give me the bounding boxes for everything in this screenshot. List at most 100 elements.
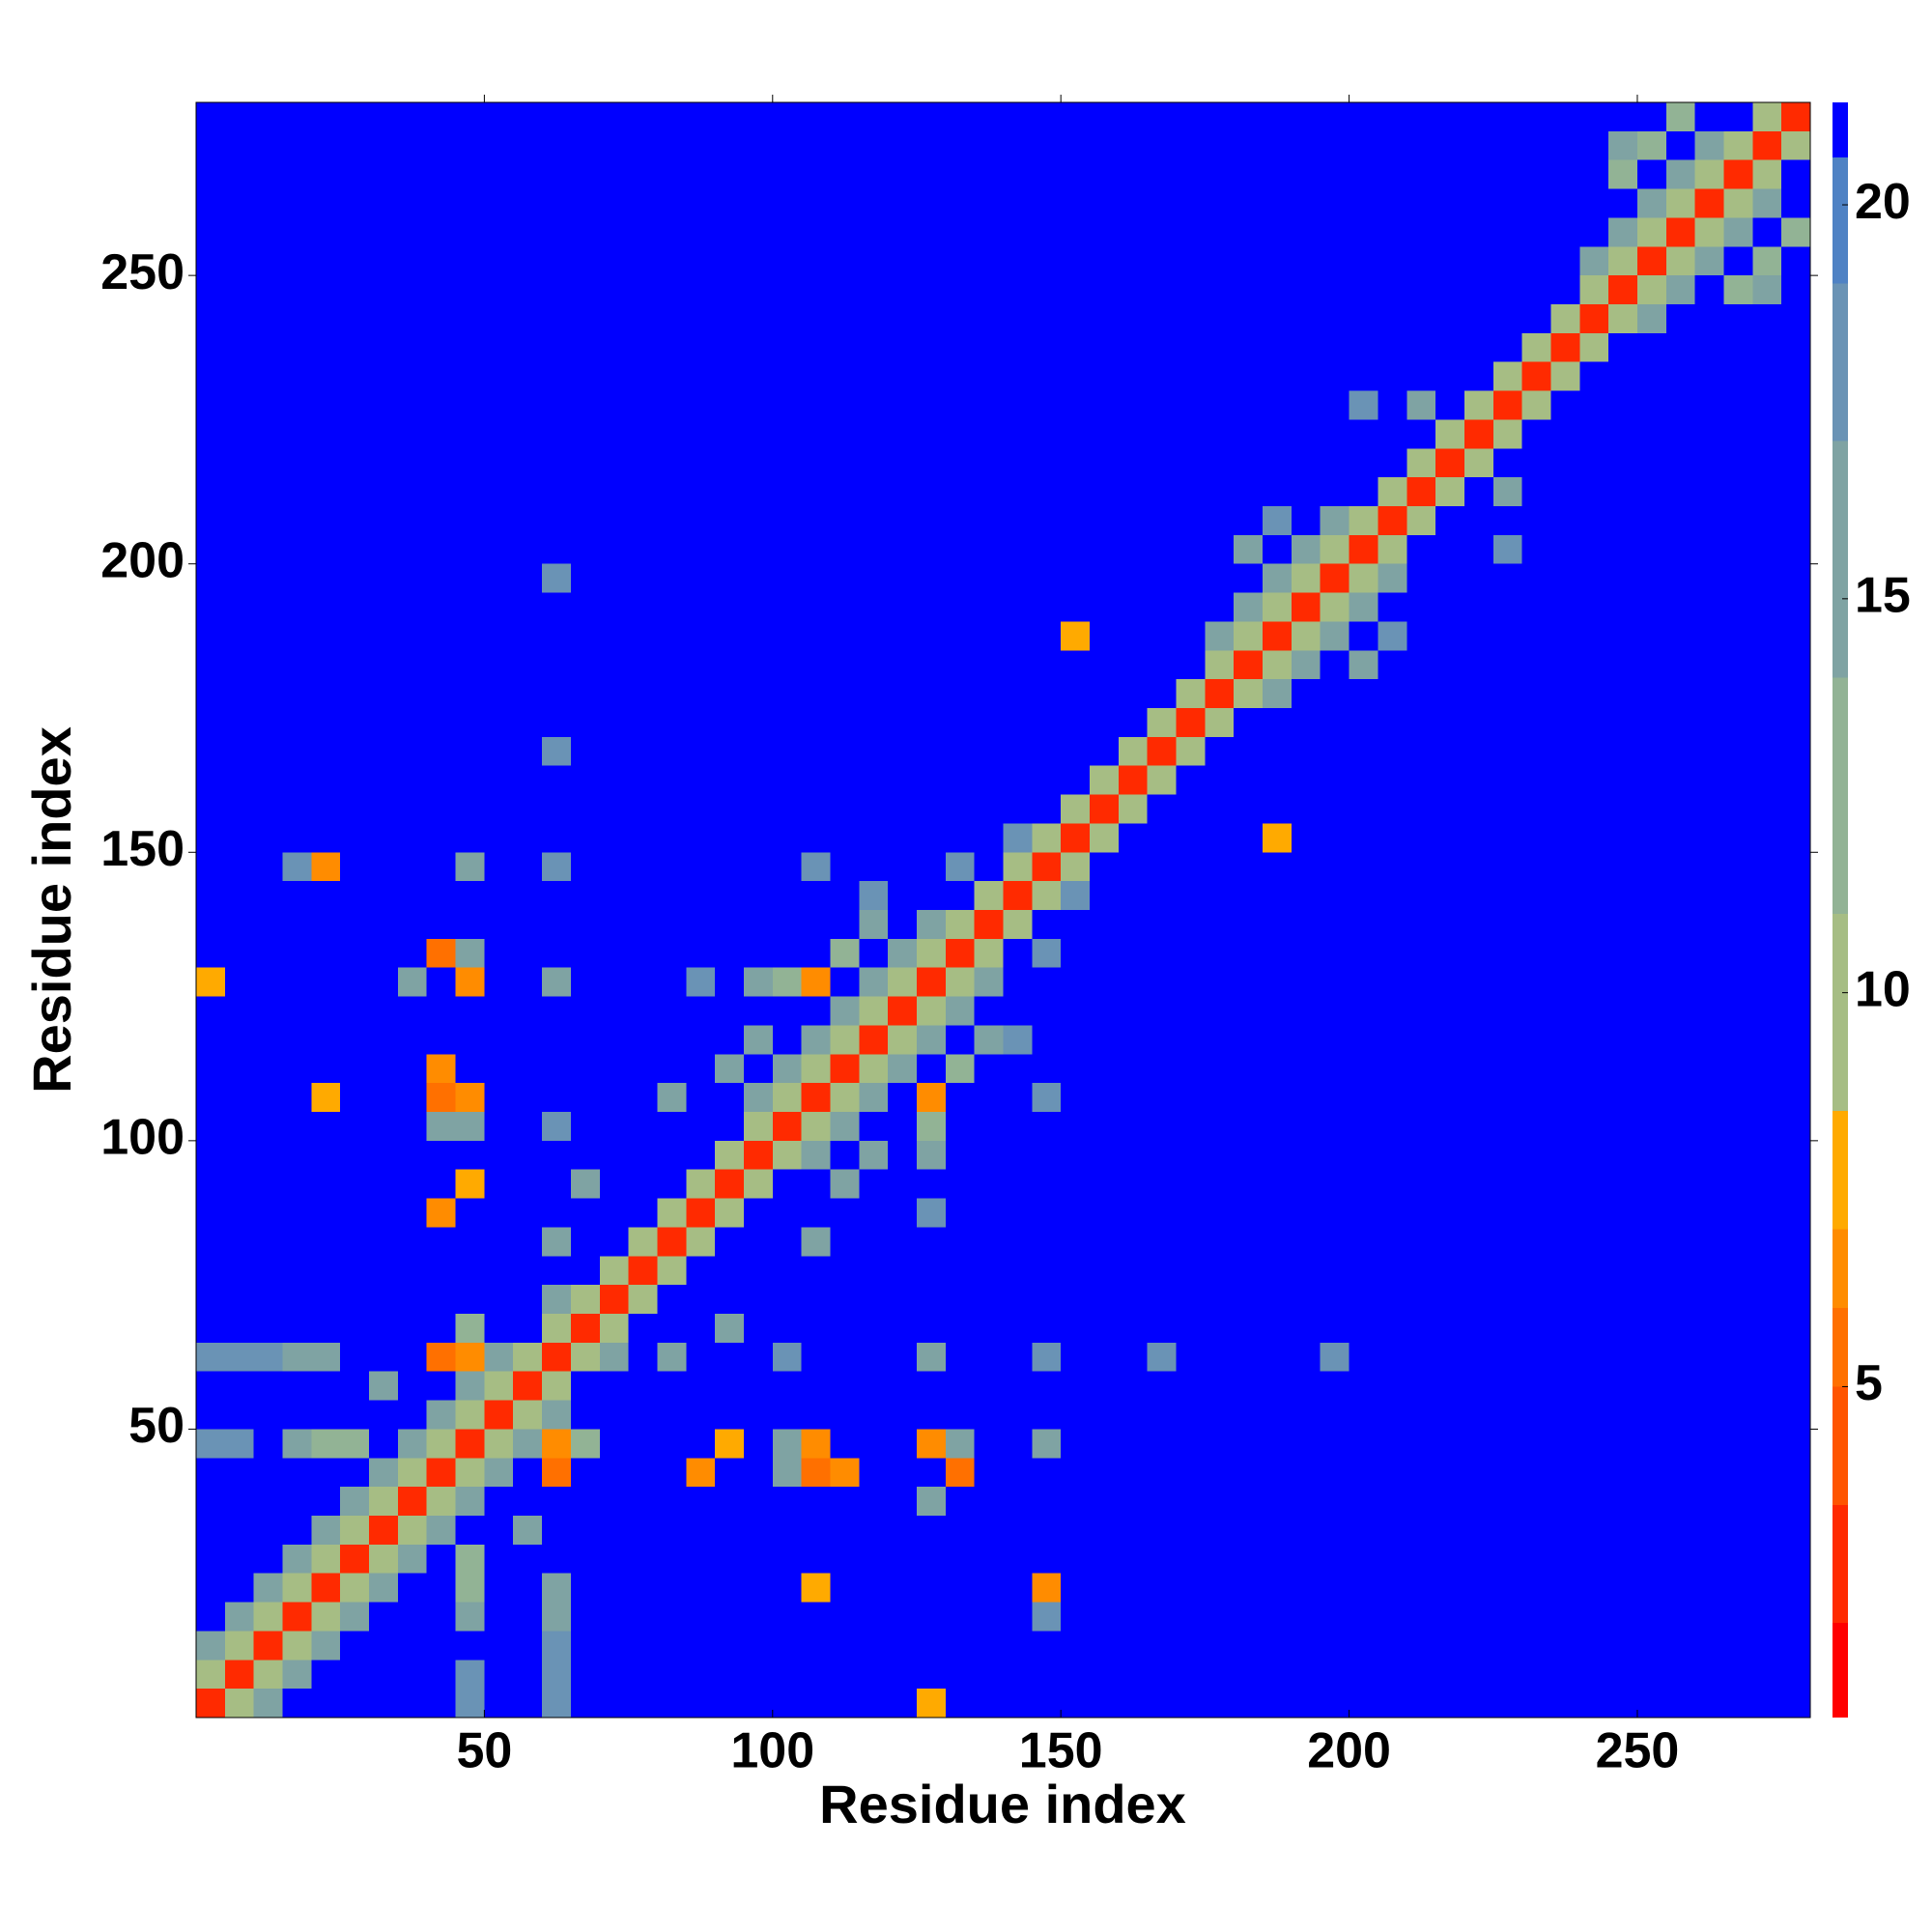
heatmap-cell: [311, 1631, 341, 1661]
heatmap-cell: [311, 852, 341, 882]
heatmap-cell: [1492, 534, 1522, 564]
heatmap-cell: [801, 1458, 831, 1488]
heatmap-cell: [311, 1573, 341, 1603]
heatmap-cell: [542, 1112, 571, 1141]
y-tick-label: 150: [100, 821, 185, 877]
heatmap-cell: [1579, 304, 1609, 333]
heatmap-cell: [916, 1112, 946, 1141]
heatmap-cell: [1608, 275, 1637, 304]
heatmap-cell: [599, 1256, 629, 1286]
heatmap-cell: [455, 1083, 485, 1112]
colorbar-segment: [1833, 1623, 1848, 1718]
heatmap-cell: [369, 1544, 398, 1574]
heatmap-cell: [772, 1342, 802, 1372]
heatmap-cell: [282, 852, 312, 882]
heatmap-cell: [916, 938, 946, 968]
heatmap-cell: [1752, 159, 1782, 189]
heatmap-cell: [426, 938, 456, 968]
heatmap-cell: [772, 1140, 802, 1170]
heatmap-cell: [484, 1458, 514, 1488]
heatmap-cell: [830, 1112, 860, 1141]
heatmap-cell: [1205, 708, 1235, 737]
colorbar-segment: [1833, 1504, 1848, 1624]
heatmap-cell: [830, 996, 860, 1026]
heatmap-cell: [1723, 188, 1753, 218]
heatmap-cell: [801, 1112, 831, 1141]
heatmap-cell: [570, 1169, 600, 1199]
colorbar-segment: [1833, 157, 1848, 284]
heatmap-cell: [397, 967, 427, 997]
heatmap-cell: [1752, 188, 1782, 218]
heatmap-cell: [1752, 102, 1782, 131]
heatmap-cell: [916, 996, 946, 1026]
heatmap-cell: [1061, 621, 1091, 651]
heatmap-cell: [599, 1314, 629, 1343]
heatmap-cell: [1003, 823, 1033, 853]
heatmap-cell: [1636, 188, 1666, 218]
heatmap-cell: [570, 1429, 600, 1459]
heatmap-cell: [1291, 534, 1321, 564]
heatmap-cell: [945, 938, 975, 968]
heatmap-cell: [1320, 534, 1350, 564]
heatmap-cell: [1263, 621, 1292, 651]
heatmap-cell: [628, 1285, 658, 1314]
heatmap-cell: [369, 1458, 398, 1488]
x-tick-label: 100: [730, 1723, 814, 1779]
heatmap-cell: [888, 938, 917, 968]
heatmap-cell: [772, 1083, 802, 1112]
heatmap-cell: [455, 1689, 485, 1718]
heatmap-cell: [916, 910, 946, 939]
heatmap-cell: [1752, 246, 1782, 276]
heatmap-cell: [542, 1631, 571, 1661]
heatmap-cell: [715, 1198, 744, 1228]
heatmap-cell: [369, 1371, 398, 1401]
heatmap-cell: [1435, 477, 1464, 506]
heatmap-cell: [1061, 881, 1091, 910]
heatmap-cell: [282, 1602, 312, 1632]
heatmap-cell: [974, 1025, 1004, 1055]
heatmap-cell: [1291, 621, 1321, 651]
heatmap-cell: [196, 1429, 225, 1459]
heatmap-cell: [196, 1342, 225, 1372]
heatmap-cell: [1694, 246, 1724, 276]
heatmap-cell: [1263, 650, 1292, 680]
heatmap-cell: [801, 1573, 831, 1603]
heatmap-cell: [1147, 1342, 1177, 1372]
heatmap-cell: [859, 1025, 889, 1055]
heatmap-cell: [1752, 130, 1782, 160]
heatmap-cell: [1147, 708, 1177, 737]
heatmap-cell: [1521, 332, 1551, 362]
heatmap-cell: [1291, 563, 1321, 593]
heatmap-cell: [282, 1342, 312, 1372]
heatmap-cell: [426, 1083, 456, 1112]
heatmap-cell: [974, 910, 1004, 939]
heatmap-cell: [455, 967, 485, 997]
heatmap-cell: [859, 881, 889, 910]
heatmap-cell: [916, 967, 946, 997]
heatmap-cell: [974, 881, 1004, 910]
heatmap-cell: [253, 1631, 283, 1661]
heatmap-cell: [916, 1025, 946, 1055]
heatmap-cell: [542, 1227, 571, 1257]
heatmap-cell: [1406, 390, 1436, 420]
heatmap-cell: [1636, 304, 1666, 333]
heatmap-cell: [224, 1689, 254, 1718]
heatmap-cell: [542, 967, 571, 997]
heatmap-cell: [1349, 534, 1378, 564]
heatmap-cell: [657, 1256, 687, 1286]
heatmap-cell: [1579, 332, 1609, 362]
x-tick-label: 250: [1596, 1723, 1680, 1779]
heatmap-cell: [426, 1342, 456, 1372]
heatmap-cell: [1032, 938, 1062, 968]
heatmap-cell: [455, 1458, 485, 1488]
heatmap-cell: [397, 1487, 427, 1516]
heatmap-cell: [945, 1458, 975, 1488]
heatmap-cell: [1665, 275, 1695, 304]
heatmap-cell: [830, 1025, 860, 1055]
heatmap-cell: [311, 1544, 341, 1574]
heatmap-cell: [311, 1342, 341, 1372]
heatmap-cell: [1234, 592, 1264, 622]
heatmap-cell: [859, 910, 889, 939]
heatmap-cell: [426, 1429, 456, 1459]
heatmap-cell: [916, 1689, 946, 1718]
